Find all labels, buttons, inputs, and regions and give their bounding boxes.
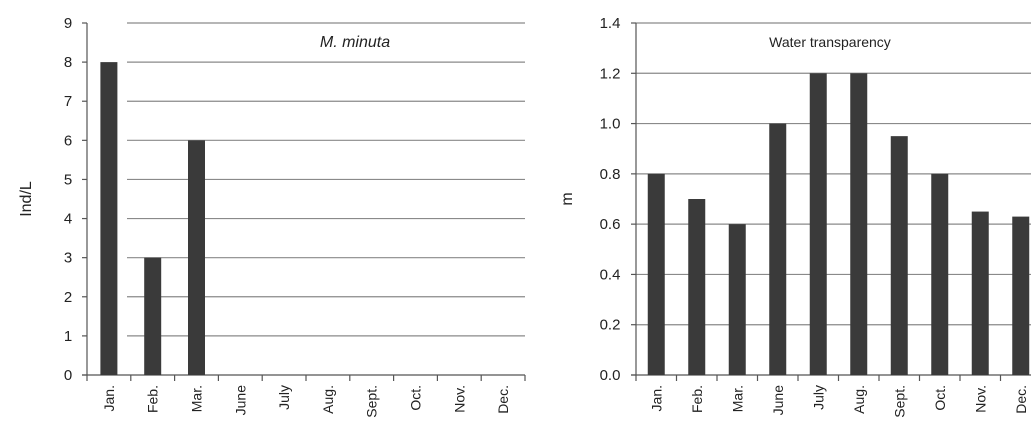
y-axis-label: m xyxy=(559,192,576,205)
chart-title: M. minuta xyxy=(320,34,390,51)
y-tick-label: 0 xyxy=(64,367,72,384)
chart-water-transparency: 0.0 0.2 0.4 0.6 0.8 1.0 1.2 1.4 Jan. Feb. Mar. June… xyxy=(559,15,1031,418)
y-tick-label: 3 xyxy=(64,250,72,267)
x-category-label: Oct. xyxy=(932,385,948,411)
bar-july xyxy=(809,73,827,376)
bar-jan xyxy=(100,62,118,375)
y-tick-label: 9 xyxy=(64,15,72,32)
bar-jan xyxy=(647,173,665,375)
x-category-label: Oct. xyxy=(408,385,424,411)
chart-title: Water transparency xyxy=(769,34,891,50)
x-category-label: Mar. xyxy=(729,385,745,412)
x-category-label: Sept. xyxy=(891,385,907,418)
bar-feb xyxy=(144,257,162,375)
x-category-label: Sept. xyxy=(364,385,380,418)
bar-nov xyxy=(971,211,989,375)
y-tick-label: 1.0 xyxy=(600,116,621,133)
bar-mar xyxy=(728,224,746,375)
y-axis-label: Ind/L xyxy=(18,181,35,217)
y-tick-label: 6 xyxy=(64,132,72,149)
bar-sept xyxy=(890,136,908,375)
x-category-label: July xyxy=(276,385,292,410)
y-tick-label: 1 xyxy=(64,328,72,345)
y-tick-label: 7 xyxy=(64,93,72,110)
chart-m-minuta: 0 1 2 3 4 5 6 7 8 9 Jan. Feb. Mar. June July Aug. Sept. O… xyxy=(18,15,526,418)
y-tick-label: 0.8 xyxy=(600,166,621,183)
x-category-label: Mar. xyxy=(189,385,205,412)
x-category-label: Dec. xyxy=(495,385,511,414)
bar-mar xyxy=(188,140,205,375)
x-category-label: Dec. xyxy=(1013,385,1029,414)
x-category-label: Nov. xyxy=(451,385,467,413)
y-tick-label: 0.4 xyxy=(600,266,621,283)
bar-june xyxy=(769,123,787,375)
bar-aug xyxy=(850,73,868,376)
x-category-label: Feb. xyxy=(145,385,161,413)
x-category-label: June xyxy=(770,385,786,416)
bar-oct xyxy=(931,173,949,375)
y-tick-label: 0.6 xyxy=(600,216,621,233)
x-category-label: July xyxy=(810,385,826,410)
y-tick-label: 2 xyxy=(64,289,72,306)
y-tick-label: 8 xyxy=(64,54,72,71)
x-category-label: Jan. xyxy=(648,385,664,411)
bar-feb xyxy=(688,199,706,375)
x-category-label: June xyxy=(232,385,248,416)
y-tick-label: 1.4 xyxy=(600,15,621,32)
y-tick-label: 0.0 xyxy=(600,367,621,384)
y-tick-label: 1.2 xyxy=(600,65,621,82)
y-tick-label: 4 xyxy=(64,211,72,228)
x-category-label: Nov. xyxy=(972,385,988,413)
x-category-label: Aug. xyxy=(851,385,867,414)
y-tick-label: 5 xyxy=(64,171,72,188)
bar-dec xyxy=(1012,216,1030,375)
x-category-label: Jan. xyxy=(101,385,117,411)
x-category-label: Feb. xyxy=(689,385,705,413)
x-category-label: Aug. xyxy=(320,385,336,414)
y-tick-label: 0.2 xyxy=(600,317,621,334)
